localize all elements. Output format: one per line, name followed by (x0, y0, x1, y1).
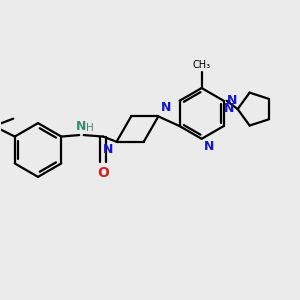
Text: N: N (103, 143, 114, 156)
Text: N: N (227, 94, 238, 106)
Text: N: N (161, 101, 172, 114)
Text: N: N (76, 120, 86, 133)
Text: CH₃: CH₃ (193, 60, 211, 70)
Text: O: O (97, 166, 109, 179)
Text: N: N (224, 102, 234, 115)
Text: H: H (86, 123, 94, 133)
Text: N: N (204, 140, 214, 153)
